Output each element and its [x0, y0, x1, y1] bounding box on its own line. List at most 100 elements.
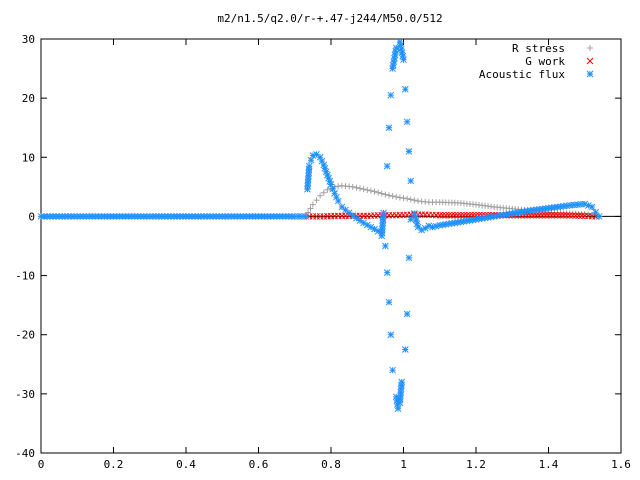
y-tick-label: -30 — [15, 388, 35, 401]
data-point — [545, 211, 552, 219]
data-point — [383, 162, 391, 170]
data-point — [389, 193, 396, 200]
x-tick-label: 1.6 — [611, 458, 631, 471]
data-point — [389, 61, 397, 69]
x-tick-label: 0 — [38, 458, 45, 471]
data-point — [445, 211, 453, 219]
data-point — [320, 189, 327, 196]
y-tick-label: 0 — [28, 210, 35, 223]
x-tick-label: 1 — [400, 458, 407, 471]
data-point — [385, 298, 393, 306]
data-point — [152, 213, 160, 220]
data-point — [302, 213, 309, 220]
x-tick-label: 1.4 — [539, 458, 559, 471]
data-point — [273, 213, 280, 220]
data-point — [360, 186, 367, 193]
data-point — [398, 378, 406, 386]
data-point — [230, 213, 238, 220]
data-point — [400, 195, 407, 202]
data-point — [64, 213, 72, 220]
data-point — [325, 174, 332, 182]
data-point — [349, 183, 356, 190]
data-point — [285, 213, 293, 220]
data-point — [317, 192, 324, 199]
data-point — [227, 213, 235, 220]
data-point — [364, 187, 371, 194]
data-point — [575, 212, 583, 219]
data-point — [276, 213, 283, 220]
y-tick-label: -20 — [15, 329, 35, 342]
data-point — [313, 197, 320, 204]
data-point — [146, 213, 154, 220]
data-point — [548, 211, 555, 219]
data-point — [401, 85, 409, 93]
data-point — [122, 213, 129, 220]
data-point — [411, 197, 418, 204]
data-point — [385, 124, 393, 132]
data-point — [542, 211, 549, 219]
data-point — [243, 213, 250, 220]
data-point — [279, 213, 287, 220]
data-point — [212, 213, 220, 220]
data-point — [595, 213, 603, 220]
data-point — [61, 213, 69, 220]
x-tick-label: 0.4 — [176, 458, 196, 471]
data-point — [407, 196, 414, 203]
data-point — [371, 188, 378, 195]
data-point — [405, 254, 413, 262]
legend-marker — [586, 57, 594, 65]
data-point — [73, 213, 81, 220]
data-point — [367, 187, 374, 194]
data-point — [405, 148, 413, 155]
data-point — [345, 209, 353, 217]
data-point — [382, 242, 389, 250]
data-point — [557, 211, 564, 219]
data-point — [393, 193, 400, 200]
chart-title: m2/n1.5/q2.0/r-+.47-j244/M50.0/512 — [217, 12, 442, 25]
legend-label-g-work: G work — [525, 55, 565, 68]
data-point — [592, 208, 599, 216]
data-point — [249, 213, 256, 220]
data-point — [460, 211, 468, 219]
data-point — [246, 213, 253, 220]
data-point — [439, 211, 447, 219]
data-point — [466, 211, 474, 219]
data-point — [324, 186, 331, 193]
series-2 — [37, 38, 603, 412]
data-point — [404, 195, 411, 202]
x-tick-label: 1.2 — [466, 458, 486, 471]
data-point — [378, 190, 385, 197]
data-point — [451, 211, 459, 219]
data-point — [67, 213, 75, 220]
data-point — [264, 213, 271, 220]
data-point — [43, 213, 51, 220]
plot-frame — [40, 38, 622, 454]
data-point — [396, 194, 403, 201]
data-point — [104, 213, 111, 220]
data-point — [484, 214, 492, 221]
data-point — [353, 184, 360, 191]
data-point — [383, 269, 391, 276]
data-point — [307, 205, 314, 212]
x-tick-label: 0.8 — [321, 458, 341, 471]
data-point — [191, 213, 199, 220]
data-point — [173, 213, 181, 220]
data-point — [563, 211, 570, 219]
data-point — [436, 211, 444, 219]
data-point — [40, 213, 48, 220]
y-tick-label: 20 — [22, 92, 35, 105]
data-point — [536, 211, 543, 219]
data-point — [179, 213, 187, 220]
data-point — [170, 213, 178, 220]
y-tick-label: -10 — [15, 270, 35, 283]
data-point — [560, 211, 567, 219]
data-point — [481, 214, 489, 222]
data-point — [389, 366, 396, 374]
data-point — [400, 56, 407, 64]
data-point — [309, 152, 317, 159]
data-point — [533, 211, 540, 219]
data-point — [128, 213, 135, 220]
series-marks — [37, 38, 603, 412]
data-point — [380, 209, 387, 217]
